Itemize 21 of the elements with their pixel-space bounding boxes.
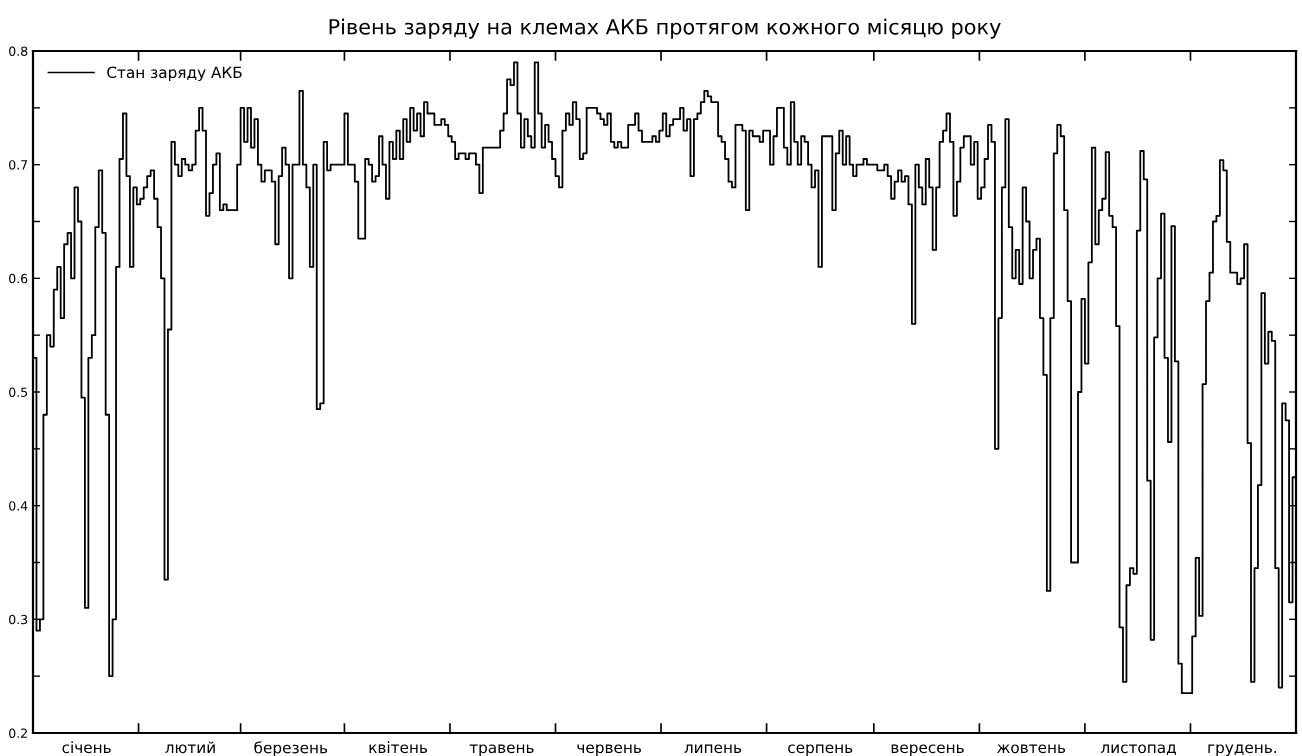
x-tick-label: серпень (788, 744, 853, 756)
x-tick-label: грудень. (1208, 744, 1276, 756)
chart-title: Рівень заряду на клемах АКБ протягом кожного місяцю року (329, 18, 1001, 39)
legend-label: Стан заряду АКБ (107, 66, 242, 82)
x-tick-label: вересень (891, 744, 964, 756)
y-tick-label: 0.5 (9, 387, 28, 397)
y-tick-label: 0.7 (9, 160, 28, 170)
x-tick-label: січень (62, 741, 111, 754)
x-tick-label: червень (577, 744, 641, 756)
y-tick-label: 0.3 (9, 614, 28, 625)
y-tick-label: 0.4 (9, 501, 28, 511)
x-tick-label: липень (684, 744, 742, 754)
x-tick-label: жовтень (997, 744, 1066, 754)
x-tick-label: квітень (369, 741, 428, 754)
x-tick-label: березень (254, 741, 328, 756)
x-tick-label: лютий (165, 741, 215, 754)
x-tick-label: листопад (1101, 744, 1176, 756)
y-tick-label: 0.6 (9, 273, 28, 284)
y-tick-label: 0.8 (9, 46, 28, 56)
x-tick-label: травень (469, 744, 534, 756)
y-tick-label: 0.2 (9, 728, 27, 738)
